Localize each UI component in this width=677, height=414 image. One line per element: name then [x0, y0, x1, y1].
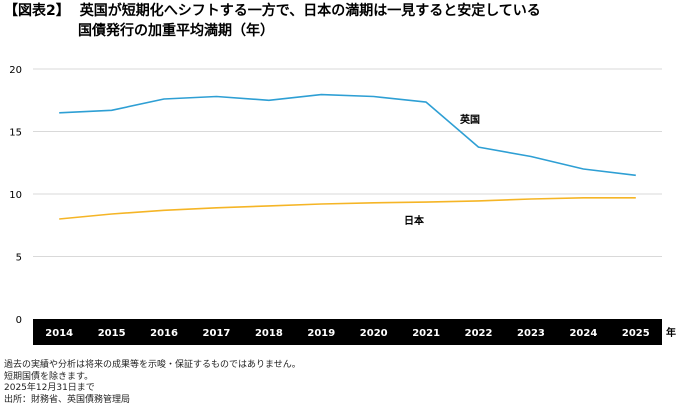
line-chart: 0 5 10 15 20 2014 2015 2016 2017 2018 2019 2020 2021… [9, 65, 676, 345]
series-line-0 [59, 93, 636, 177]
x-tick-label-2022: 2022 [465, 328, 493, 339]
series-label-uk: 英国 [459, 113, 480, 126]
footnote-source: 出所：財務省、英国債務管理局 [4, 394, 131, 405]
x-axis-band [33, 319, 662, 345]
x-tick-label-2024: 2024 [569, 328, 597, 339]
footnote-date: 2025年12月31日まで [4, 383, 95, 393]
footnotes: 過去の実績や分析は将来の成果等を示唆・保証するものではありません。 短期国債を除… [4, 360, 301, 406]
x-tick-label-2017: 2017 [203, 328, 231, 339]
footnote-exclusion: 短期国債を除きます。 [4, 371, 94, 382]
x-tick-label-2023: 2023 [517, 328, 545, 339]
y-tick-label-20: 20 [9, 65, 22, 76]
y-tick-label-0: 0 [16, 315, 22, 326]
series-label-japan: 日本 [404, 214, 425, 227]
figure-label: 【図表2】 [4, 3, 70, 19]
chart-subtitle: 国債発行の加重平均満期（年） [78, 23, 274, 39]
y-tick-label-5: 5 [16, 253, 22, 264]
y-tick-label-10: 10 [9, 190, 22, 201]
x-tick-label-2020: 2020 [360, 328, 388, 339]
x-tick-label-2025: 2025 [622, 328, 650, 339]
footnote-disclaimer: 過去の実績や分析は将来の成果等を示唆・保証するものではありません。 [4, 360, 301, 370]
y-tick-label-15: 15 [9, 128, 22, 139]
x-tick-label-2019: 2019 [307, 328, 335, 339]
x-tick-label-2016: 2016 [150, 328, 178, 339]
x-tick-label-2015: 2015 [98, 328, 126, 339]
x-tick-label-2018: 2018 [255, 328, 283, 339]
chart-title-line1: 【図表2】 英国が短期化へシフトする一方で、日本の満期は一見すると安定している [4, 2, 541, 21]
x-axis-label: 年 [666, 326, 676, 339]
series-line-1 [59, 197, 636, 220]
x-tick-label-2021: 2021 [412, 328, 440, 339]
chart-title: 英国が短期化へシフトする一方で、日本の満期は一見すると安定している [79, 3, 541, 19]
chart-title-block: 【図表2】 英国が短期化へシフトする一方で、日本の満期は一見すると安定している 国… [4, 2, 541, 41]
x-tick-label-2014: 2014 [45, 328, 73, 339]
